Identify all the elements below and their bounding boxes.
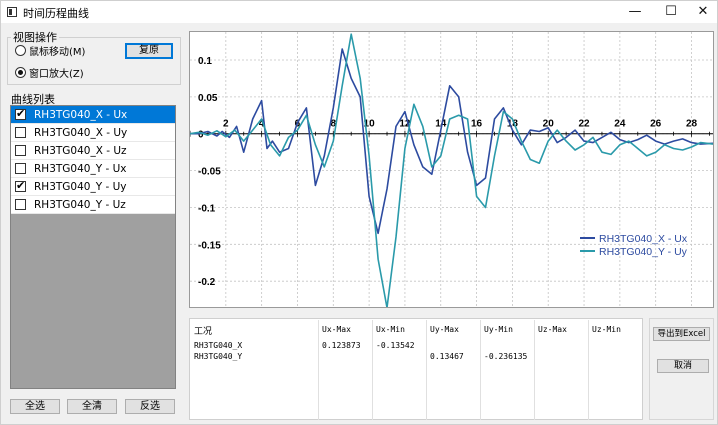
curve-item[interactable]: RH3TG040_Y - Uz — [11, 196, 175, 214]
x-tick-label: 8 — [331, 119, 337, 130]
curve-item[interactable]: RH3TG040_X - Ux — [11, 106, 175, 124]
curve-item[interactable]: RH3TG040_X - Uz — [11, 142, 175, 160]
radio-mouse-move[interactable]: 鼠标移动(M) — [15, 43, 85, 58]
close-button[interactable]: ✕ — [697, 4, 709, 19]
view-ops-group — [7, 37, 181, 85]
table-cell: -0.13542 — [376, 341, 415, 350]
x-tick-label: 18 — [507, 119, 519, 130]
curve-item-label: RH3TG040_X - Ux — [34, 108, 128, 121]
maximize-button[interactable]: ☐ — [665, 4, 677, 19]
app-icon — [7, 7, 17, 17]
export-excel-button[interactable]: 导出到Excel — [653, 327, 710, 341]
table-header: 工况 — [194, 327, 213, 337]
table-header: Uy-Max — [430, 325, 459, 334]
x-tick-label: 28 — [686, 119, 698, 130]
table-cell: RH3TG040_X — [194, 341, 243, 350]
checkbox[interactable] — [15, 107, 26, 120]
results-table: 工况 Ux-Max Ux-Min Uy-Max Uy-Min Uz-Max Uz… — [189, 318, 643, 420]
x-tick-label: 20 — [543, 119, 555, 130]
curve-listbox[interactable]: RH3TG040_X - Ux RH3TG040_X - Uy RH3TG040… — [10, 105, 176, 389]
column-divider — [318, 320, 319, 420]
x-tick-label: 2 — [223, 119, 229, 130]
y-tick-label: 0.05 — [198, 93, 218, 104]
title-bar: 时间历程曲线 — ☐ ✕ — [1, 1, 717, 23]
y-tick-label: -0.2 — [198, 277, 216, 288]
table-header: Uz-Max — [538, 325, 567, 334]
time-history-chart[interactable]: 2 4 6 8 10 12 14 16 18 20 22 24 26 280.10.050-0.05-0.… — [189, 32, 714, 309]
checkbox[interactable] — [15, 199, 26, 210]
invert-selection-button[interactable]: 反选 — [125, 399, 175, 414]
column-divider — [480, 320, 481, 420]
view-ops-label: 视图操作 — [11, 29, 59, 45]
radio-indicator[interactable] — [15, 45, 26, 56]
curve-item-label: RH3TG040_Y - Ux — [34, 162, 127, 175]
checkbox[interactable] — [15, 163, 26, 174]
table-cell: 0.123873 — [322, 341, 361, 350]
series-line — [189, 33, 714, 309]
checkbox[interactable] — [15, 179, 26, 192]
table-cell: -0.236135 — [484, 352, 528, 361]
plot-frame: 2 4 6 8 10 12 14 16 18 20 22 24 26 28 0.1 0.05 0 -0.05 -0.… — [189, 31, 714, 309]
x-tick-label: 16 — [471, 119, 483, 130]
column-divider — [534, 320, 535, 420]
series-line — [190, 48, 714, 235]
cancel-button[interactable]: 取消 — [657, 359, 709, 373]
curve-item[interactable]: RH3TG040_Y - Ux — [11, 160, 175, 178]
table-header: Ux-Min — [376, 325, 405, 334]
x-tick-label: 24 — [614, 119, 626, 130]
radio-window-zoom[interactable]: 窗口放大(Z) — [15, 65, 84, 80]
curve-item-label: RH3TG040_X - Uy — [34, 126, 128, 139]
x-tick-label: 10 — [364, 119, 376, 130]
curve-list-label: 曲线列表 — [9, 91, 57, 107]
x-tick-label: 4 — [259, 119, 265, 130]
curve-item[interactable]: RH3TG040_X - Uy — [11, 124, 175, 142]
x-tick-label: 14 — [435, 119, 447, 130]
curve-item[interactable]: RH3TG040_Y - Uy — [11, 178, 175, 196]
y-tick-label: 0 — [198, 130, 204, 141]
y-tick-label: -0.15 — [198, 240, 221, 251]
table-cell: 0.13467 — [430, 352, 464, 361]
x-tick-label: 22 — [578, 119, 590, 130]
table-header: Ux-Max — [322, 325, 351, 334]
action-panel — [649, 318, 714, 420]
window-title: 时间历程曲线 — [23, 7, 89, 20]
legend-label: RH3TG040_Y - Uy — [599, 246, 688, 258]
radio-window-zoom-label: 窗口放大(Z) — [29, 69, 84, 80]
column-divider — [426, 320, 427, 420]
x-tick-label: 26 — [650, 119, 662, 130]
minimize-button[interactable]: — — [628, 4, 642, 19]
radio-indicator[interactable] — [15, 67, 26, 78]
y-tick-label: -0.05 — [198, 167, 221, 178]
curve-item-label: RH3TG040_Y - Uy — [34, 180, 127, 193]
y-tick-label: -0.1 — [198, 203, 216, 214]
select-all-button[interactable]: 全选 — [10, 399, 60, 414]
table-header: Uy-Min — [484, 325, 513, 334]
table-header: Uz-Min — [592, 325, 621, 334]
curve-item-label: RH3TG040_Y - Uz — [34, 198, 126, 211]
restore-button[interactable]: 复原 — [125, 43, 173, 59]
checkbox[interactable] — [15, 145, 26, 156]
radio-mouse-move-label: 鼠标移动(M) — [29, 47, 86, 58]
checkbox[interactable] — [15, 127, 26, 138]
table-cell: RH3TG040_Y — [194, 352, 243, 361]
x-tick-label: 12 — [399, 119, 411, 130]
column-divider — [372, 320, 373, 420]
y-tick-label: 0.1 — [198, 56, 212, 67]
column-divider — [588, 320, 589, 420]
plot-background — [190, 32, 713, 307]
legend-label: RH3TG040_X - Ux — [599, 233, 688, 245]
curve-item-label: RH3TG040_X - Uz — [34, 144, 127, 157]
clear-all-button[interactable]: 全清 — [67, 399, 117, 414]
